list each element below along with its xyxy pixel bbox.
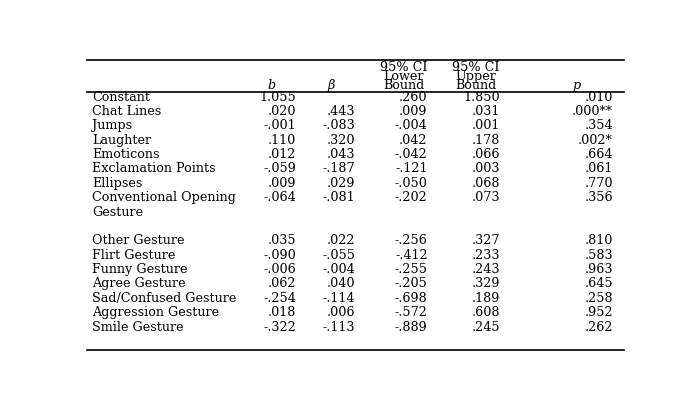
Text: -.205: -.205	[395, 278, 428, 291]
Text: .320: .320	[326, 134, 356, 147]
Text: Emoticons: Emoticons	[92, 148, 159, 161]
Text: Jumps: Jumps	[92, 119, 132, 132]
Text: -.889: -.889	[395, 320, 428, 333]
Text: .010: .010	[585, 91, 613, 104]
Text: -.064: -.064	[263, 191, 296, 204]
Text: b: b	[268, 79, 276, 93]
Text: .354: .354	[584, 119, 613, 132]
Text: -.254: -.254	[263, 292, 296, 305]
Text: .262: .262	[584, 320, 613, 333]
Text: .042: .042	[399, 134, 428, 147]
Text: Aggression Gesture: Aggression Gesture	[92, 306, 219, 319]
Text: .001: .001	[472, 119, 500, 132]
Text: -.114: -.114	[323, 292, 356, 305]
Text: .770: .770	[584, 177, 613, 190]
Text: -.256: -.256	[395, 234, 428, 247]
Text: .009: .009	[399, 105, 428, 118]
Text: .329: .329	[472, 278, 500, 291]
Text: -.081: -.081	[322, 191, 356, 204]
Text: .035: .035	[267, 234, 296, 247]
Text: Bound: Bound	[383, 79, 424, 93]
Text: -.113: -.113	[323, 320, 356, 333]
Text: .068: .068	[472, 177, 500, 190]
Text: -.004: -.004	[322, 263, 356, 276]
Text: -.698: -.698	[395, 292, 428, 305]
Text: .608: .608	[472, 306, 500, 319]
Text: .031: .031	[472, 105, 500, 118]
Text: -.322: -.322	[263, 320, 296, 333]
Text: .020: .020	[267, 105, 296, 118]
Text: .233: .233	[472, 249, 500, 262]
Text: .110: .110	[267, 134, 296, 147]
Text: .810: .810	[585, 234, 613, 247]
Text: -.202: -.202	[395, 191, 428, 204]
Text: .012: .012	[267, 148, 296, 161]
Text: .260: .260	[399, 91, 428, 104]
Text: -.412: -.412	[395, 249, 428, 262]
Text: Ellipses: Ellipses	[92, 177, 142, 190]
Text: 95% CI: 95% CI	[453, 61, 500, 74]
Text: Lower: Lower	[383, 70, 423, 83]
Text: .258: .258	[584, 292, 613, 305]
Text: -.121: -.121	[395, 162, 428, 175]
Text: Bound: Bound	[455, 79, 497, 93]
Text: .189: .189	[472, 292, 500, 305]
Text: .000**: .000**	[572, 105, 613, 118]
Text: .043: .043	[326, 148, 356, 161]
Text: .029: .029	[326, 177, 356, 190]
Text: β: β	[327, 79, 335, 93]
Text: Conventional Opening: Conventional Opening	[92, 191, 236, 204]
Text: -.187: -.187	[322, 162, 356, 175]
Text: .073: .073	[472, 191, 500, 204]
Text: -.006: -.006	[263, 263, 296, 276]
Text: Constant: Constant	[92, 91, 150, 104]
Text: -.055: -.055	[322, 249, 356, 262]
Text: .178: .178	[472, 134, 500, 147]
Text: Upper: Upper	[455, 70, 496, 83]
Text: -.004: -.004	[395, 119, 428, 132]
Text: .040: .040	[326, 278, 356, 291]
Text: .356: .356	[584, 191, 613, 204]
Text: Flirt Gesture: Flirt Gesture	[92, 249, 175, 262]
Text: 1.850: 1.850	[464, 91, 500, 104]
Text: Laughter: Laughter	[92, 134, 151, 147]
Text: Smile Gesture: Smile Gesture	[92, 320, 184, 333]
Text: -.059: -.059	[263, 162, 296, 175]
Text: Funny Gesture: Funny Gesture	[92, 263, 188, 276]
Text: .018: .018	[267, 306, 296, 319]
Text: -.090: -.090	[263, 249, 296, 262]
Text: .327: .327	[472, 234, 500, 247]
Text: .061: .061	[585, 162, 613, 175]
Text: 1.055: 1.055	[259, 91, 296, 104]
Text: Exclamation Points: Exclamation Points	[92, 162, 216, 175]
Text: -.050: -.050	[395, 177, 428, 190]
Text: -.001: -.001	[263, 119, 296, 132]
Text: Agree Gesture: Agree Gesture	[92, 278, 186, 291]
Text: -.042: -.042	[395, 148, 428, 161]
Text: .066: .066	[472, 148, 500, 161]
Text: Other Gesture: Other Gesture	[92, 234, 184, 247]
Text: .006: .006	[326, 306, 356, 319]
Text: .443: .443	[326, 105, 356, 118]
Text: Gesture: Gesture	[92, 206, 143, 219]
Text: p: p	[572, 79, 581, 93]
Text: .003: .003	[472, 162, 500, 175]
Text: .009: .009	[267, 177, 296, 190]
Text: Sad/Confused Gesture: Sad/Confused Gesture	[92, 292, 236, 305]
Text: Chat Lines: Chat Lines	[92, 105, 161, 118]
Text: .583: .583	[584, 249, 613, 262]
Text: -.083: -.083	[322, 119, 356, 132]
Text: .664: .664	[584, 148, 613, 161]
Text: .243: .243	[472, 263, 500, 276]
Text: .645: .645	[584, 278, 613, 291]
Text: -.255: -.255	[395, 263, 428, 276]
Text: .022: .022	[326, 234, 356, 247]
Text: .062: .062	[267, 278, 296, 291]
Text: 95% CI: 95% CI	[380, 61, 428, 74]
Text: -.572: -.572	[395, 306, 428, 319]
Text: .245: .245	[471, 320, 500, 333]
Text: .952: .952	[584, 306, 613, 319]
Text: .002*: .002*	[578, 134, 613, 147]
Text: .963: .963	[584, 263, 613, 276]
